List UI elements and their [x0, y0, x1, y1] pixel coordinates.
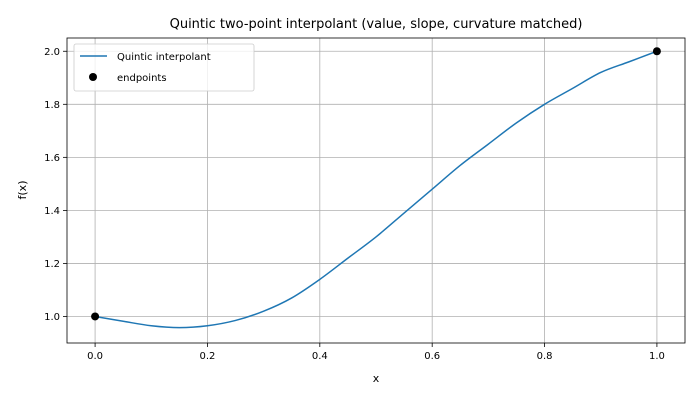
endpoint-marker — [91, 312, 100, 321]
y-tick-label: 1.0 — [44, 312, 60, 323]
legend-marker-swatch — [89, 73, 97, 81]
chart-title: Quintic two-point interpolant (value, sl… — [170, 17, 583, 32]
series-line-quintic-interpolant — [94, 50, 658, 329]
legend-label-endpoints: endpoints — [117, 73, 167, 84]
legend-box — [73, 43, 255, 92]
x-tick-label: 0.4 — [312, 351, 328, 362]
x-axis-label: x — [373, 372, 380, 385]
x-tick-label: 1.0 — [649, 351, 665, 362]
x-ticks: 0.0 0.2 0.4 0.6 0.8 1.0 — [87, 343, 665, 362]
y-tick-label: 2.0 — [44, 47, 60, 58]
x-tick-label: 0.8 — [537, 351, 553, 362]
y-tick-label: 1.4 — [44, 206, 60, 217]
y-tick-label: 1.8 — [44, 100, 60, 111]
x-tick-label: 0.0 — [87, 351, 103, 362]
plot-frame — [66, 37, 686, 344]
x-tick-label: 0.6 — [424, 351, 440, 362]
y-ticks: 1.0 1.2 1.4 1.6 1.8 2.0 — [44, 47, 67, 323]
y-tick-label: 1.2 — [44, 259, 60, 270]
endpoint-marker — [652, 47, 661, 56]
legend: Quintic interpolant endpoints — [73, 43, 255, 92]
y-axis-label: f(x) — [16, 181, 29, 200]
y-tick-label: 1.6 — [44, 153, 60, 164]
legend-label-interpolant: Quintic interpolant — [117, 52, 211, 63]
x-tick-label: 0.2 — [200, 351, 216, 362]
series-layer — [91, 47, 661, 329]
